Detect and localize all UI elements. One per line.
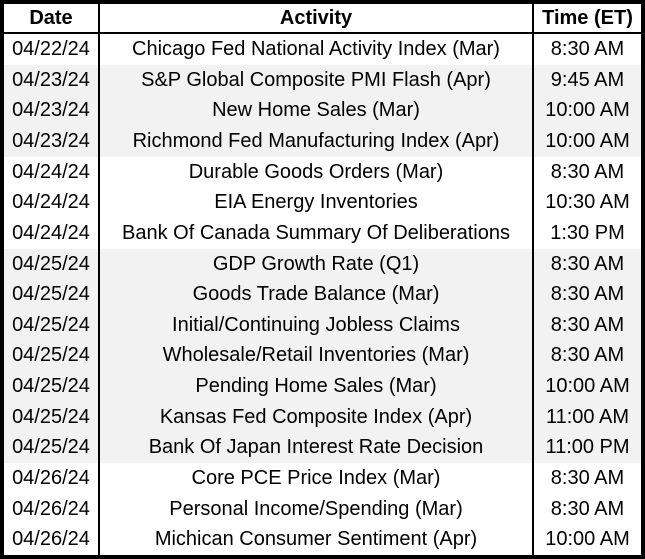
- time-cell: 8:30 AM: [533, 493, 641, 525]
- activity-cell: Kansas Fed Composite Index (Apr): [99, 401, 534, 433]
- time-cell: 8:30 AM: [533, 156, 641, 188]
- activity-cell: Pending Home Sales (Mar): [99, 371, 534, 402]
- date-cell: 04/26/24: [4, 524, 100, 555]
- time-cell: 11:00 AM: [533, 401, 641, 433]
- date-cell: 04/25/24: [4, 432, 100, 464]
- activity-cell: Personal Income/Spending (Mar): [99, 493, 534, 525]
- activity-cell: New Home Sales (Mar): [99, 95, 534, 127]
- time-cell: 8:30 AM: [533, 309, 641, 341]
- time-cell: 8:30 AM: [533, 248, 641, 280]
- time-cell: 9:45 AM: [533, 64, 641, 96]
- date-cell: 04/26/24: [4, 463, 100, 494]
- date-cell: 04/26/24: [4, 493, 100, 525]
- time-cell: 10:00 AM: [533, 95, 641, 127]
- time-cell: 1:30 PM: [533, 218, 641, 249]
- date-cell: 04/23/24: [4, 95, 100, 127]
- table-row: 04/23/24 S&P Global Composite PMI Flash …: [4, 64, 641, 96]
- date-cell: 04/25/24: [4, 340, 100, 372]
- header-row: Date Activity Time (ET): [4, 4, 641, 34]
- time-cell: 8:30 AM: [533, 33, 641, 65]
- activity-cell: Richmond Fed Manufacturing Index (Apr): [99, 126, 534, 157]
- date-cell: 04/25/24: [4, 248, 100, 280]
- activity-cell: Durable Goods Orders (Mar): [99, 156, 534, 188]
- activity-cell: Chicago Fed National Activity Index (Mar…: [99, 33, 534, 65]
- time-cell: 10:00 AM: [533, 371, 641, 402]
- table-row: 04/24/24 EIA Energy Inventories 10:30 AM: [4, 187, 641, 219]
- table-row: 04/26/24 Core PCE Price Index (Mar) 8:30…: [4, 463, 641, 494]
- table-row: 04/23/24 New Home Sales (Mar) 10:00 AM: [4, 95, 641, 127]
- table-row: 04/24/24 Bank Of Canada Summary Of Delib…: [4, 218, 641, 249]
- column-header-activity: Activity: [99, 4, 534, 34]
- date-cell: 04/23/24: [4, 64, 100, 96]
- table-row: 04/25/24 GDP Growth Rate (Q1) 8:30 AM: [4, 248, 641, 280]
- time-cell: 10:00 AM: [533, 524, 641, 555]
- table-row: 04/25/24 Pending Home Sales (Mar) 10:00 …: [4, 371, 641, 402]
- activity-cell: Core PCE Price Index (Mar): [99, 463, 534, 494]
- activity-cell: Michican Consumer Sentiment (Apr): [99, 524, 534, 555]
- table-row: 04/25/24 Goods Trade Balance (Mar) 8:30 …: [4, 279, 641, 310]
- table-body: 04/22/24 Chicago Fed National Activity I…: [4, 33, 641, 555]
- date-cell: 04/25/24: [4, 371, 100, 402]
- table-row: 04/25/24 Initial/Continuing Jobless Clai…: [4, 309, 641, 341]
- time-cell: 10:30 AM: [533, 187, 641, 219]
- activity-cell: Bank Of Canada Summary Of Deliberations: [99, 218, 534, 249]
- time-cell: 8:30 AM: [533, 279, 641, 310]
- table-row: 04/26/24 Michican Consumer Sentiment (Ap…: [4, 524, 641, 555]
- calendar-table: Date Activity Time (ET) 04/22/24 Chicago…: [4, 4, 641, 555]
- column-header-time: Time (ET): [533, 4, 641, 34]
- date-cell: 04/22/24: [4, 33, 100, 65]
- date-cell: 04/23/24: [4, 126, 100, 157]
- activity-cell: S&P Global Composite PMI Flash (Apr): [99, 64, 534, 96]
- date-cell: 04/24/24: [4, 187, 100, 219]
- activity-cell: Initial/Continuing Jobless Claims: [99, 309, 534, 341]
- column-header-date: Date: [4, 4, 100, 34]
- time-cell: 11:00 PM: [533, 432, 641, 464]
- activity-cell: Wholesale/Retail Inventories (Mar): [99, 340, 534, 372]
- table-row: 04/24/24 Durable Goods Orders (Mar) 8:30…: [4, 156, 641, 188]
- activity-cell: Bank Of Japan Interest Rate Decision: [99, 432, 534, 464]
- activity-cell: EIA Energy Inventories: [99, 187, 534, 219]
- time-cell: 8:30 AM: [533, 463, 641, 494]
- date-cell: 04/25/24: [4, 279, 100, 310]
- activity-cell: Goods Trade Balance (Mar): [99, 279, 534, 310]
- activity-cell: GDP Growth Rate (Q1): [99, 248, 534, 280]
- date-cell: 04/25/24: [4, 309, 100, 341]
- table-row: 04/25/24 Kansas Fed Composite Index (Apr…: [4, 401, 641, 433]
- date-cell: 04/25/24: [4, 401, 100, 433]
- time-cell: 8:30 AM: [533, 340, 641, 372]
- table-row: 04/25/24 Wholesale/Retail Inventories (M…: [4, 340, 641, 372]
- table-row: 04/22/24 Chicago Fed National Activity I…: [4, 33, 641, 65]
- time-cell: 10:00 AM: [533, 126, 641, 157]
- date-cell: 04/24/24: [4, 156, 100, 188]
- table-row: 04/23/24 Richmond Fed Manufacturing Inde…: [4, 126, 641, 157]
- date-cell: 04/24/24: [4, 218, 100, 249]
- table-row: 04/26/24 Personal Income/Spending (Mar) …: [4, 493, 641, 525]
- table-row: 04/25/24 Bank Of Japan Interest Rate Dec…: [4, 432, 641, 464]
